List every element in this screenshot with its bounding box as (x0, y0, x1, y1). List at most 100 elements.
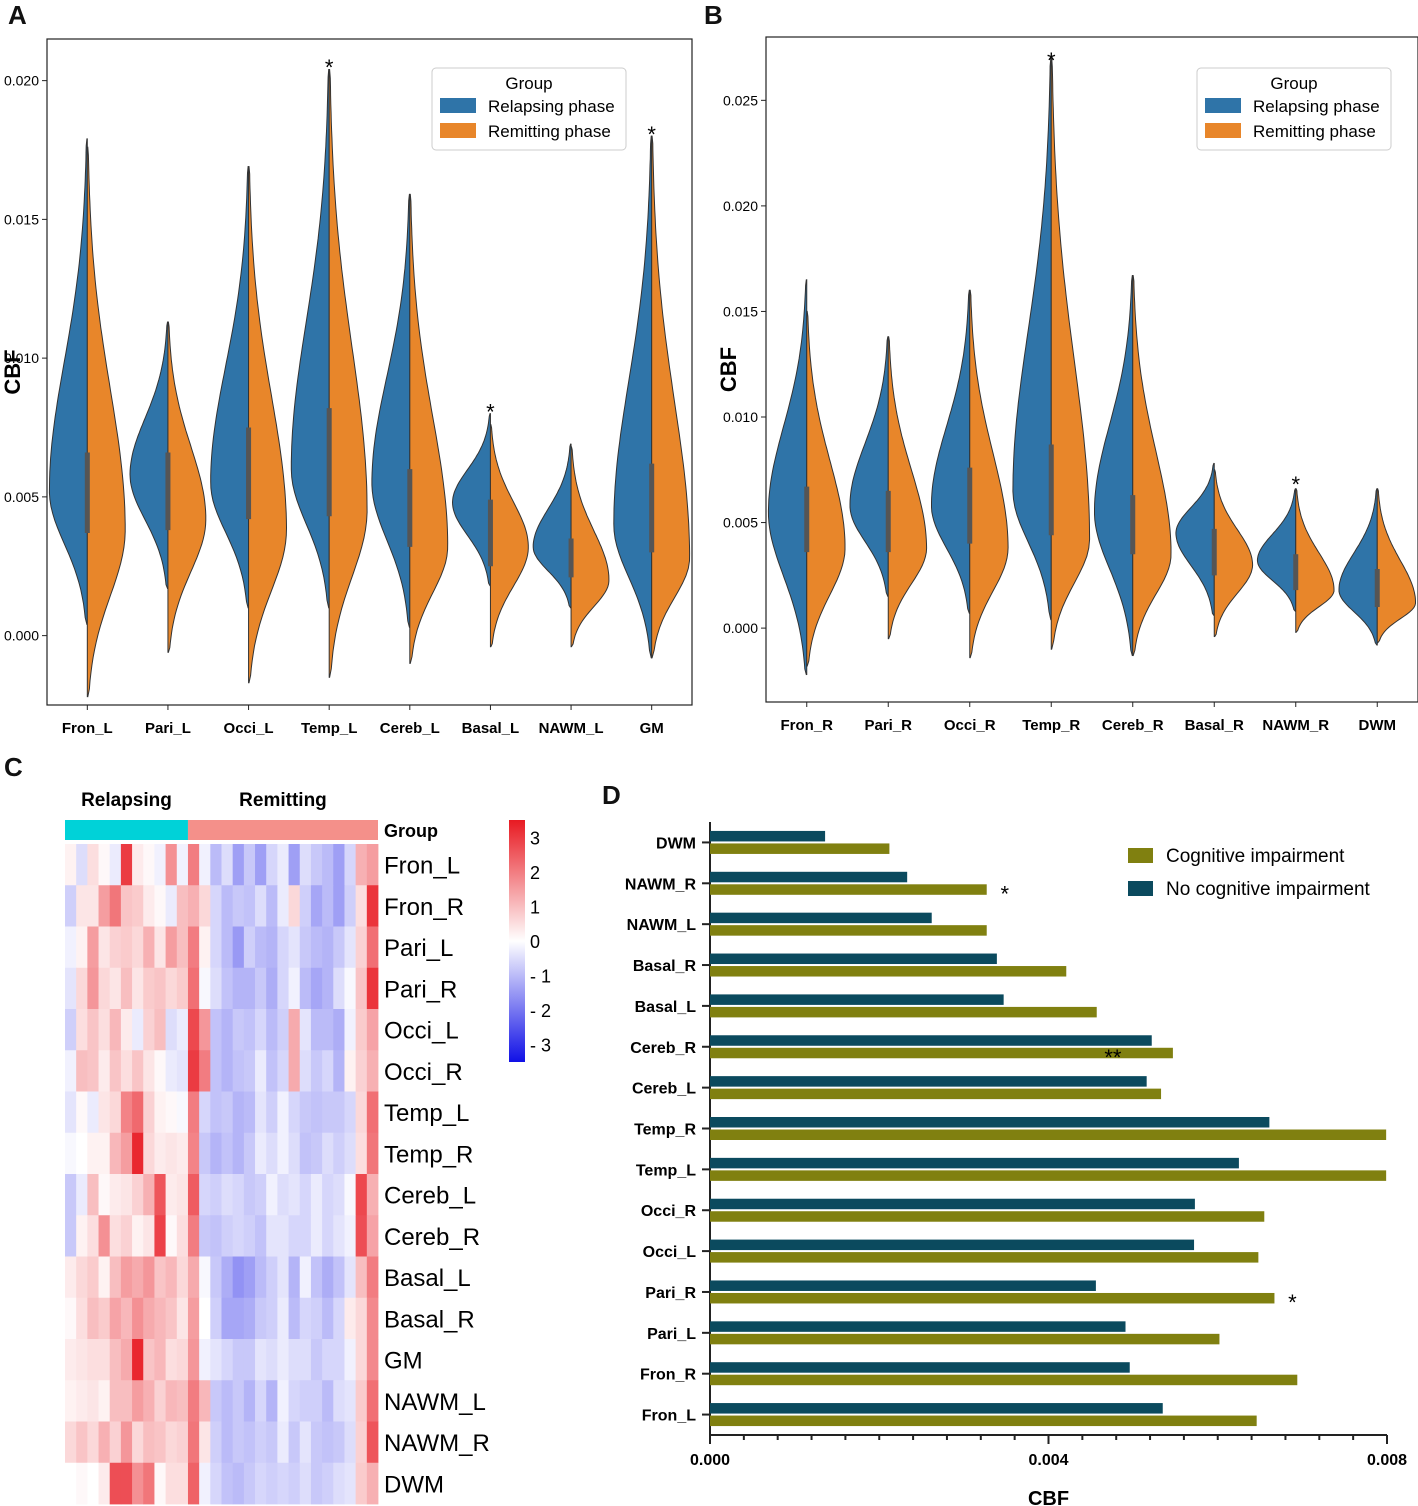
heatmap-cell (333, 1256, 345, 1299)
violin-remitting-NAWM_R (1295, 488, 1335, 633)
heatmap-cell (109, 1132, 122, 1175)
heatmap-cell (65, 1091, 77, 1134)
violin-remitting-Fron_L (86, 146, 126, 698)
heatmap-cell (210, 1215, 222, 1257)
heatmap-cell (288, 1421, 301, 1464)
heatmap-cell (310, 1339, 323, 1381)
heatmap-cell (76, 1132, 88, 1175)
heatmap-cell (322, 844, 334, 886)
y-axis-label: CBF (0, 349, 25, 394)
heatmap-cell (221, 1009, 234, 1051)
heatmap-cell (333, 1132, 345, 1175)
x-tick-label: Occi_L (224, 720, 274, 737)
row-label: Pari_R (384, 976, 457, 1003)
heatmap-cell (221, 1462, 234, 1505)
heatmap-cell (210, 1050, 222, 1092)
x-tick-label: GM (640, 720, 664, 737)
heatmap-cell (310, 1421, 323, 1464)
heatmap-cell (199, 926, 211, 969)
heatmap-cell (277, 844, 289, 886)
significance-star: * (1000, 881, 1009, 906)
heatmap-cell (288, 1091, 301, 1134)
heatmap-cell (322, 1380, 334, 1422)
heatmap-cell (322, 1215, 334, 1257)
heatmap-cell (76, 844, 88, 886)
heatmap-cell (255, 1297, 267, 1340)
heatmap-cell (65, 1256, 77, 1299)
bar-no-cognitive-Pari_L (710, 1321, 1126, 1332)
heatmap-cell (310, 1091, 323, 1134)
heatmap-cell (266, 1462, 278, 1505)
y-tick-label: DWM (656, 835, 696, 852)
panel-d-letter: D (602, 780, 621, 810)
heatmap-cell (165, 1380, 178, 1422)
heatmap-cell (143, 1132, 155, 1175)
heatmap-cell (87, 1091, 99, 1134)
heatmap-cell (210, 844, 222, 886)
heatmap-cell (310, 967, 323, 1010)
bar-no-cognitive-Cereb_R (710, 1035, 1152, 1046)
row-label: Pari_L (384, 935, 453, 962)
heatmap-cell (132, 1380, 144, 1422)
heatmap-cell (143, 1174, 155, 1216)
heatmap-cell (76, 1297, 88, 1340)
significance-star: * (647, 122, 656, 147)
row-label: DWM (384, 1471, 444, 1498)
heatmap-cell (266, 885, 278, 927)
heatmap-cell (333, 1091, 345, 1134)
heatmap-cell (154, 1256, 167, 1299)
bar-cognitive-Fron_R (710, 1374, 1298, 1386)
heatmap-cell (366, 1421, 379, 1464)
heatmap-cell (366, 1339, 379, 1381)
heatmap-cell (255, 1421, 267, 1464)
heatmap-cell (266, 926, 278, 969)
heatmap-cell (299, 1256, 312, 1299)
colorbar-tick-label: - 2 (530, 1001, 551, 1021)
heatmap-cell (98, 1297, 111, 1340)
y-tick-label: Pari_L (647, 1326, 696, 1343)
x-tick-label: Fron_L (62, 720, 113, 737)
heatmap-cell (120, 1297, 133, 1340)
heatmap-cell (243, 1256, 256, 1299)
violin-relapsing-NAWM_R (1256, 488, 1297, 612)
violin-remitting-DWM (1376, 488, 1416, 644)
x-tick-label: 0.004 (1028, 1452, 1068, 1469)
x-tick-label: NAWM_L (539, 720, 604, 737)
heatmap-cell (87, 926, 99, 969)
x-tick-label: Basal_R (1185, 717, 1244, 734)
row-label: Fron_R (384, 894, 464, 921)
heatmap-cell (333, 885, 345, 927)
heatmap-cell (143, 1339, 155, 1381)
bar-no-cognitive-Fron_L (710, 1403, 1163, 1414)
heatmap-cell (333, 1462, 345, 1505)
heatmap-cell (322, 1174, 334, 1216)
heatmap-cell (243, 926, 256, 969)
row-label: NAWM_L (384, 1389, 486, 1416)
bar-no-cognitive-Occi_R (710, 1198, 1195, 1210)
violin-relapsing-Basal_R (1175, 462, 1215, 616)
violin-remitting-Cereb_L (409, 193, 449, 664)
heatmap-cell (277, 967, 289, 1010)
heatmap-cell (344, 1421, 357, 1464)
heatmap-cell (65, 1132, 77, 1175)
heatmap-cell (154, 1009, 167, 1051)
heatmap-cell (143, 1091, 155, 1134)
heatmap-cell (243, 1091, 256, 1134)
heatmap-cell (87, 1462, 99, 1505)
heatmap-cell (210, 1174, 222, 1216)
heatmap-cell (366, 1091, 379, 1134)
violin-remitting-Temp_L (328, 68, 368, 678)
row-label: Occi_R (384, 1059, 463, 1086)
heatmap-cell (120, 1050, 133, 1092)
heatmap-cell (288, 926, 301, 969)
violin-remitting-Basal_L (489, 424, 529, 648)
heatmap-cell (109, 1215, 122, 1257)
heatmap-cell (154, 926, 167, 969)
heatmap-cell (132, 1462, 144, 1505)
group-bar-relapsing (65, 820, 188, 840)
heatmap-cell (221, 926, 234, 969)
legend-swatch (1205, 98, 1241, 113)
heatmap-cell (366, 967, 379, 1010)
heatmap-cell (120, 1174, 133, 1216)
heatmap-cell (165, 1297, 178, 1340)
